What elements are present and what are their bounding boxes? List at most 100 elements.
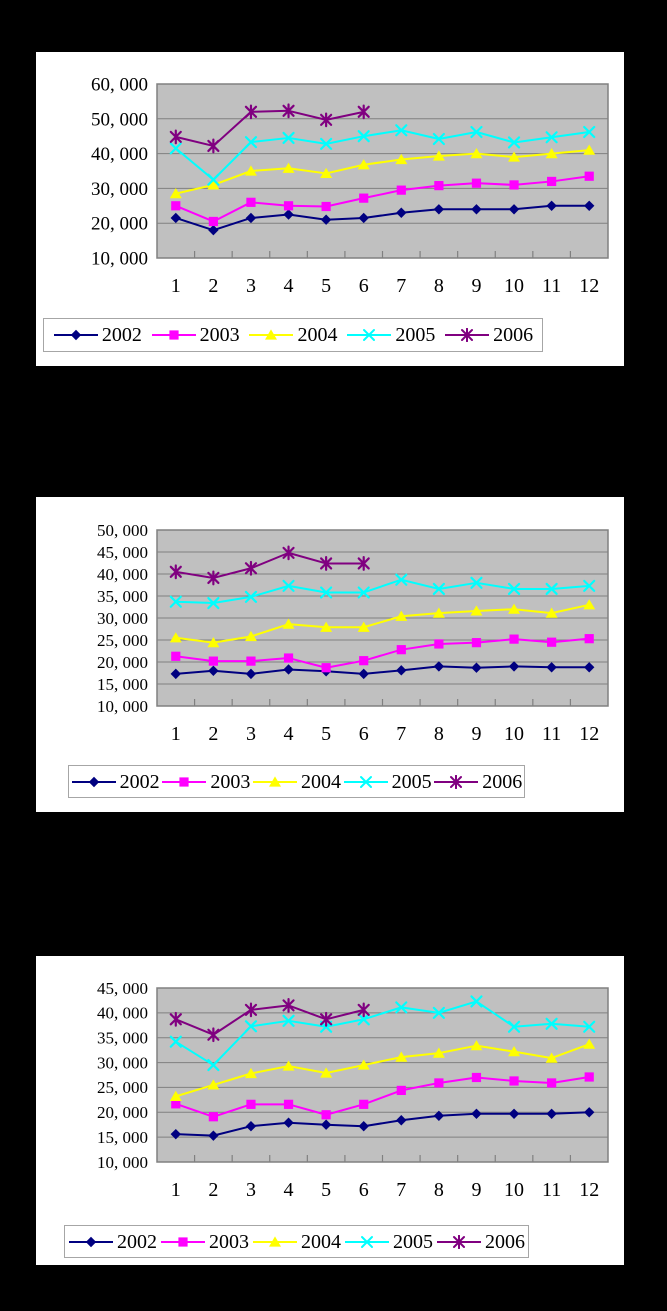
legend-key-diamond-icon: [53, 329, 98, 341]
svg-text:25, 000: 25, 000: [97, 631, 148, 650]
svg-text:9: 9: [471, 275, 481, 297]
legend-key-triangle-icon: [249, 329, 294, 340]
chart-legend-bottom: 2002 2003 2004 2005 2006: [64, 1225, 529, 1258]
chart-panel-bottom: 45, 000 40, 000 35, 000 30, 000 25, 000 20, 0…: [36, 956, 624, 1265]
legend-label: 2002: [117, 1230, 157, 1253]
chart-panel-middle: 50, 000 45, 000 40, 000 35, 000 30, 000 25, 0…: [36, 497, 624, 812]
svg-text:9: 9: [471, 1179, 481, 1201]
svg-text:4: 4: [284, 723, 294, 745]
svg-text:30, 000: 30, 000: [97, 1053, 148, 1072]
legend-item-2003: 2003: [160, 1232, 249, 1252]
svg-text:40, 000: 40, 000: [91, 144, 148, 165]
svg-text:35, 000: 35, 000: [97, 1028, 148, 1047]
legend-item-2002: 2002: [53, 325, 142, 345]
legend-label: 2004: [297, 324, 338, 346]
svg-text:4: 4: [284, 1179, 294, 1201]
legend-label: 2006: [482, 770, 523, 793]
legend-key-diamond-icon: [69, 1236, 113, 1247]
legend-label: 2002: [101, 324, 142, 346]
svg-text:2: 2: [208, 275, 218, 297]
svg-text:1: 1: [171, 723, 181, 745]
svg-text:35, 000: 35, 000: [97, 587, 148, 606]
legend-key-star-icon: [437, 1234, 481, 1249]
legend-label: 2005: [391, 770, 432, 793]
svg-text:2: 2: [208, 723, 218, 745]
svg-text:15, 000: 15, 000: [97, 675, 148, 694]
svg-text:40, 000: 40, 000: [97, 1004, 148, 1023]
svg-text:7: 7: [396, 1179, 406, 1201]
chart-legend-middle: 2002 2003 2004 2005 2006: [68, 765, 525, 798]
legend-item-2002: 2002: [68, 1232, 157, 1252]
svg-text:5: 5: [321, 275, 331, 297]
svg-text:50, 000: 50, 000: [91, 109, 148, 130]
legend-item-2004: 2004: [248, 325, 337, 345]
svg-text:20, 000: 20, 000: [97, 653, 148, 672]
legend-label: 2003: [199, 324, 240, 346]
svg-text:50, 000: 50, 000: [97, 521, 148, 540]
legend-label: 2006: [493, 324, 534, 346]
svg-text:20, 000: 20, 000: [97, 1103, 148, 1122]
svg-text:2: 2: [208, 1179, 218, 1201]
svg-text:30, 000: 30, 000: [91, 179, 148, 200]
legend-item-2004: 2004: [252, 772, 341, 792]
svg-text:3: 3: [246, 723, 256, 745]
svg-text:15, 000: 15, 000: [97, 1128, 148, 1147]
legend-item-2003: 2003: [161, 772, 250, 792]
legend-key-triangle-icon: [252, 775, 297, 787]
svg-text:6: 6: [359, 275, 369, 297]
svg-text:10, 000: 10, 000: [97, 697, 148, 716]
svg-text:9: 9: [471, 723, 481, 745]
legend-key-star-icon: [434, 774, 479, 789]
legend-key-diamond-icon: [71, 776, 116, 787]
svg-text:3: 3: [246, 275, 256, 297]
svg-text:12: 12: [579, 1179, 599, 1201]
chart-panel-top: 60, 000 50, 000 40, 000 30, 000 20, 000 10, 0…: [36, 52, 624, 366]
svg-text:11: 11: [542, 1179, 561, 1201]
svg-text:1: 1: [171, 275, 181, 297]
line-chart-bottom: 45, 000 40, 000 35, 000 30, 000 25, 000 20, 0…: [97, 979, 609, 1201]
legend-label: 2006: [485, 1230, 525, 1253]
legend-key-x-icon: [345, 1235, 389, 1248]
svg-text:45, 000: 45, 000: [97, 543, 148, 562]
legend-key-square-icon: [162, 776, 207, 787]
svg-text:7: 7: [396, 275, 406, 297]
legend-label: 2003: [210, 770, 251, 793]
svg-text:10: 10: [504, 1179, 524, 1201]
svg-text:45, 000: 45, 000: [97, 979, 148, 998]
legend-item-2002: 2002: [71, 772, 160, 792]
svg-text:10, 000: 10, 000: [91, 248, 148, 269]
chart-legend-top: 2002 2003 2004 2005 2006: [43, 318, 543, 352]
svg-text:10: 10: [504, 723, 524, 745]
legend-label: 2005: [393, 1230, 433, 1253]
legend-key-triangle-icon: [253, 1235, 297, 1247]
svg-text:12: 12: [579, 723, 599, 745]
legend-label: 2002: [119, 770, 160, 793]
svg-text:60, 000: 60, 000: [91, 74, 148, 95]
svg-text:10, 000: 10, 000: [97, 1153, 148, 1172]
legend-key-square-icon: [151, 330, 196, 340]
legend-key-square-icon: [161, 1236, 205, 1247]
legend-item-2005: 2005: [343, 772, 432, 792]
svg-text:5: 5: [321, 1179, 331, 1201]
legend-item-2006: 2006: [444, 325, 533, 345]
legend-item-2004: 2004: [252, 1232, 341, 1252]
legend-label: 2004: [300, 770, 341, 793]
svg-text:8: 8: [434, 1179, 444, 1201]
legend-label: 2005: [395, 324, 436, 346]
legend-key-x-icon: [343, 775, 388, 788]
line-chart-middle: 50, 000 45, 000 40, 000 35, 000 30, 000 25, 0…: [97, 521, 609, 745]
svg-text:25, 000: 25, 000: [97, 1078, 148, 1097]
svg-text:30, 000: 30, 000: [97, 609, 148, 628]
svg-text:3: 3: [246, 1179, 256, 1201]
legend-key-x-icon: [347, 329, 392, 341]
legend-item-2003: 2003: [151, 325, 240, 345]
svg-text:1: 1: [171, 1179, 181, 1201]
svg-text:11: 11: [542, 723, 561, 745]
line-chart-top: 60, 000 50, 000 40, 000 30, 000 20, 000 10, 0…: [91, 74, 609, 297]
svg-text:4: 4: [284, 275, 294, 297]
legend-item-2006: 2006: [436, 1232, 525, 1252]
svg-text:10: 10: [504, 275, 524, 297]
svg-text:6: 6: [359, 1179, 369, 1201]
svg-text:7: 7: [396, 723, 406, 745]
